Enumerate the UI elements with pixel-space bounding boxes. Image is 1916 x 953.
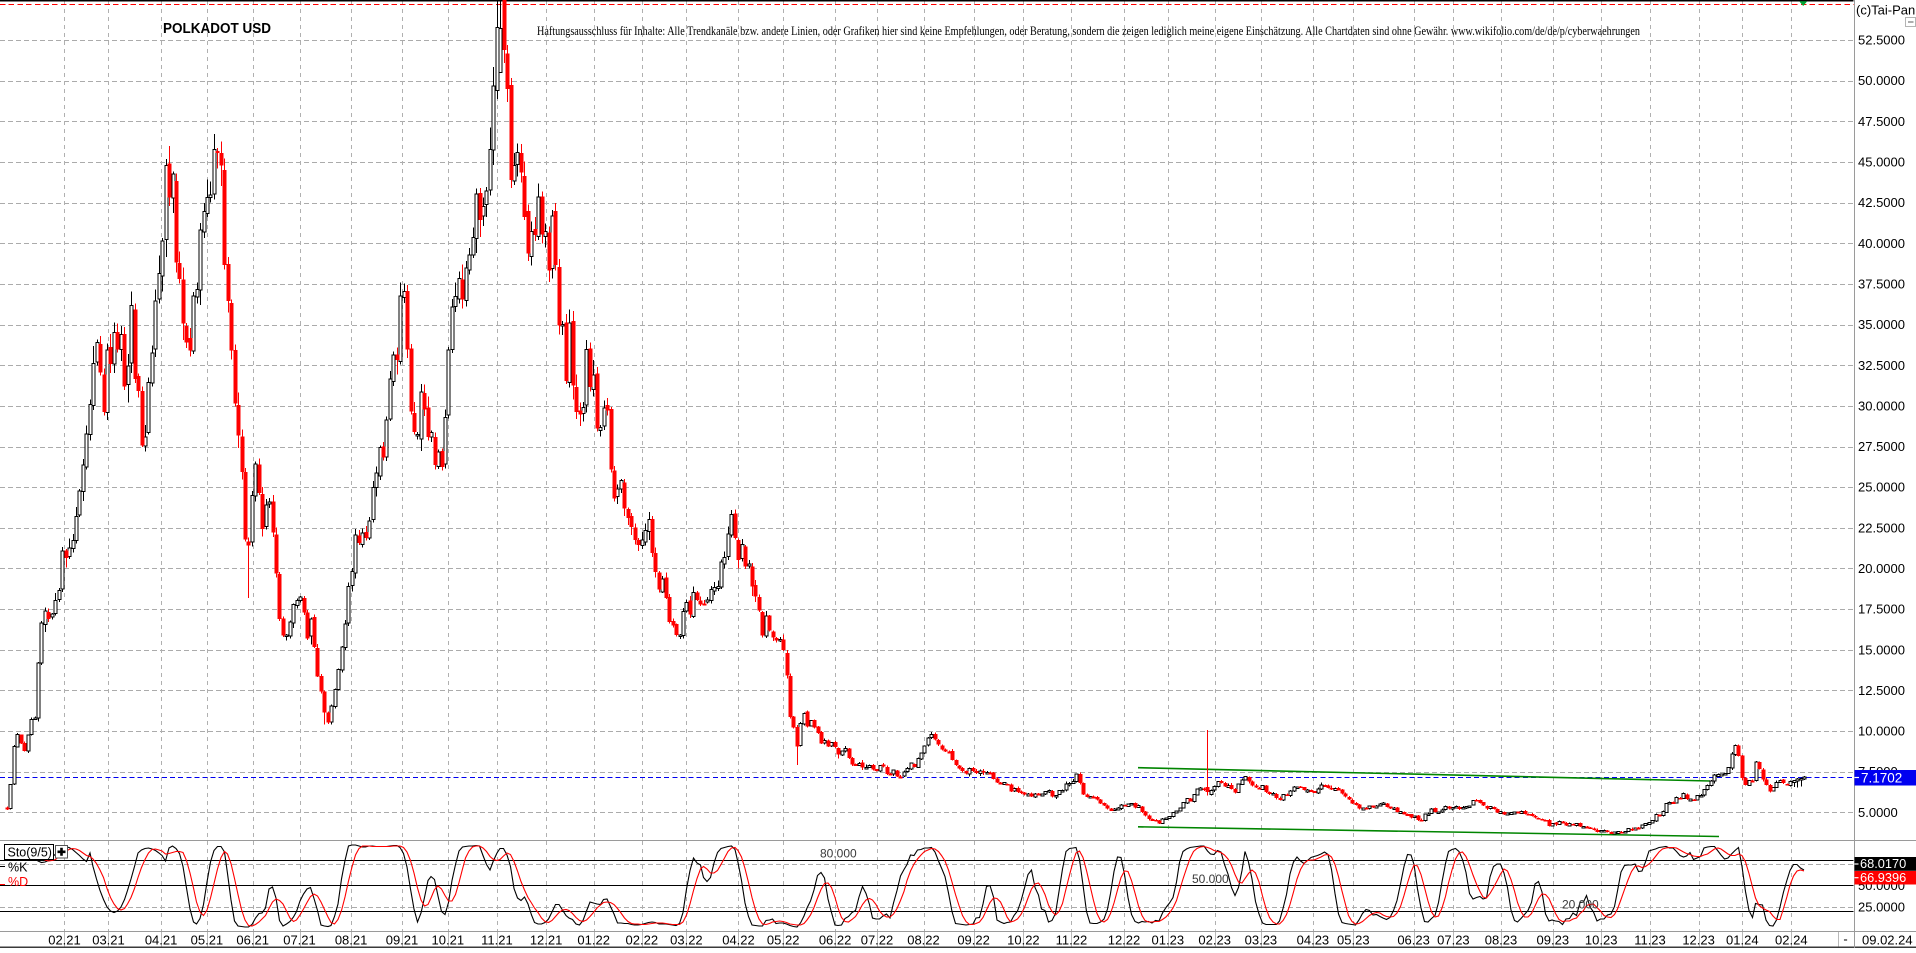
svg-text:20.000: 20.000 xyxy=(1562,898,1599,912)
svg-text:5.0000: 5.0000 xyxy=(1858,805,1898,820)
svg-text:06.21: 06.21 xyxy=(236,933,269,948)
svg-text:11.21: 11.21 xyxy=(481,933,513,948)
svg-text:09.23: 09.23 xyxy=(1537,933,1570,948)
svg-text:10.22: 10.22 xyxy=(1007,933,1040,948)
svg-text:66.9396: 66.9396 xyxy=(1860,870,1906,885)
svg-text:37.5000: 37.5000 xyxy=(1858,276,1905,291)
svg-text:06.23: 06.23 xyxy=(1397,933,1430,948)
svg-text:11.23: 11.23 xyxy=(1634,933,1666,948)
svg-text:32.5000: 32.5000 xyxy=(1858,358,1905,373)
svg-text:11.22: 11.22 xyxy=(1056,933,1088,948)
svg-text:08.22: 08.22 xyxy=(907,933,940,948)
svg-text:04.23: 04.23 xyxy=(1297,933,1330,948)
svg-text:12.5000: 12.5000 xyxy=(1858,683,1905,698)
svg-text:02.22: 02.22 xyxy=(626,933,659,948)
svg-text:(c)Tai-Pan: (c)Tai-Pan xyxy=(1856,3,1915,18)
svg-text:01.24: 01.24 xyxy=(1726,933,1759,948)
svg-text:-: - xyxy=(1843,932,1847,947)
svg-text:12.21: 12.21 xyxy=(530,933,563,948)
svg-text:12.22: 12.22 xyxy=(1108,933,1141,948)
svg-text:05.23: 05.23 xyxy=(1337,933,1370,948)
svg-text:50.000: 50.000 xyxy=(1192,872,1229,886)
svg-text:02.23: 02.23 xyxy=(1198,933,1231,948)
svg-text:12.23: 12.23 xyxy=(1682,933,1715,948)
svg-text:07.23: 07.23 xyxy=(1437,933,1470,948)
svg-text:05.21: 05.21 xyxy=(191,933,224,948)
svg-text:02.21: 02.21 xyxy=(48,933,81,948)
svg-text:01.23: 01.23 xyxy=(1152,933,1185,948)
svg-text:08.21: 08.21 xyxy=(335,933,368,948)
svg-text:25.0000: 25.0000 xyxy=(1858,480,1905,495)
svg-text:50.0000: 50.0000 xyxy=(1858,73,1905,88)
svg-text:15.0000: 15.0000 xyxy=(1858,642,1905,657)
svg-text:08.23: 08.23 xyxy=(1485,933,1518,948)
svg-text:45.0000: 45.0000 xyxy=(1858,155,1905,170)
svg-text:22.5000: 22.5000 xyxy=(1858,520,1905,535)
svg-text:%D: %D xyxy=(8,875,28,889)
svg-text:09.02.24: 09.02.24 xyxy=(1862,933,1913,948)
svg-text:03.23: 03.23 xyxy=(1245,933,1278,948)
svg-text:30.0000: 30.0000 xyxy=(1858,398,1905,413)
svg-text:25.0000: 25.0000 xyxy=(1858,899,1905,914)
svg-text:10.21: 10.21 xyxy=(432,933,465,948)
svg-text:20.0000: 20.0000 xyxy=(1858,561,1905,576)
svg-text:06.22: 06.22 xyxy=(819,933,852,948)
svg-text:04.22: 04.22 xyxy=(722,933,755,948)
svg-text:%K: %K xyxy=(8,861,28,875)
svg-text:80.000: 80.000 xyxy=(820,847,857,861)
svg-text:42.5000: 42.5000 xyxy=(1858,195,1905,210)
svg-text:68.0170: 68.0170 xyxy=(1860,856,1906,871)
svg-text:03.21: 03.21 xyxy=(92,933,125,948)
svg-text:52.5000: 52.5000 xyxy=(1858,33,1905,48)
svg-text:10.0000: 10.0000 xyxy=(1858,724,1905,739)
svg-text:POLKADOT USD: POLKADOT USD xyxy=(163,21,271,37)
svg-text:09.21: 09.21 xyxy=(386,933,419,948)
svg-text:03.22: 03.22 xyxy=(670,933,703,948)
svg-text:47.5000: 47.5000 xyxy=(1858,114,1905,129)
svg-text:01.22: 01.22 xyxy=(577,933,610,948)
svg-text:Haftungsausschluss für Inhalte: Haftungsausschluss für Inhalte: Alle Tre… xyxy=(537,23,1640,38)
svg-text:07.22: 07.22 xyxy=(861,933,894,948)
svg-text:17.5000: 17.5000 xyxy=(1858,602,1905,617)
svg-text:Sto(9/5): Sto(9/5) xyxy=(8,846,52,860)
svg-text:05.22: 05.22 xyxy=(767,933,800,948)
svg-text:09.22: 09.22 xyxy=(957,933,990,948)
svg-text:02.24: 02.24 xyxy=(1775,933,1808,948)
svg-text:40.0000: 40.0000 xyxy=(1858,236,1905,251)
svg-text:07.21: 07.21 xyxy=(283,933,316,948)
svg-text:04.21: 04.21 xyxy=(145,933,178,948)
svg-text:10.23: 10.23 xyxy=(1585,933,1618,948)
svg-text:27.5000: 27.5000 xyxy=(1858,439,1905,454)
svg-text:35.0000: 35.0000 xyxy=(1858,317,1905,332)
svg-text:7.1702: 7.1702 xyxy=(1861,771,1902,786)
